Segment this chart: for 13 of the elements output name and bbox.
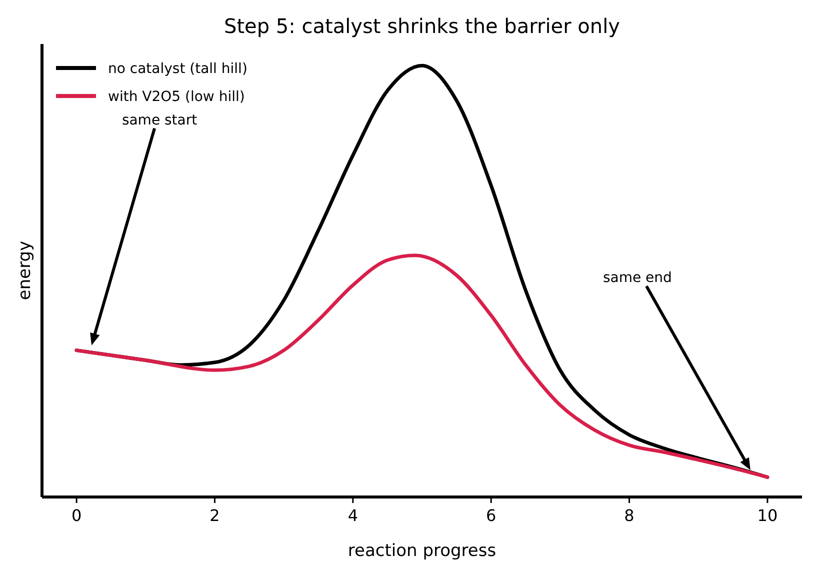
x-tick-label: 0 [71, 506, 82, 525]
annotation: same start [122, 112, 198, 128]
x-tick-label: 6 [486, 506, 496, 525]
x-tick-label: 2 [210, 506, 220, 525]
x-tick-label: 8 [624, 506, 634, 525]
legend-label: with V2O5 (low hill) [108, 89, 245, 105]
x-tick-label: 10 [757, 506, 778, 525]
y-axis-title: energy [15, 240, 35, 300]
annotation: same end [602, 270, 672, 286]
legend-label: no catalyst (tall hill) [108, 61, 248, 77]
x-tick-label: 4 [348, 506, 358, 525]
x-axis-title: reaction progress [348, 541, 496, 561]
chart-title: Step 5: catalyst shrinks the barrier only [224, 14, 620, 38]
